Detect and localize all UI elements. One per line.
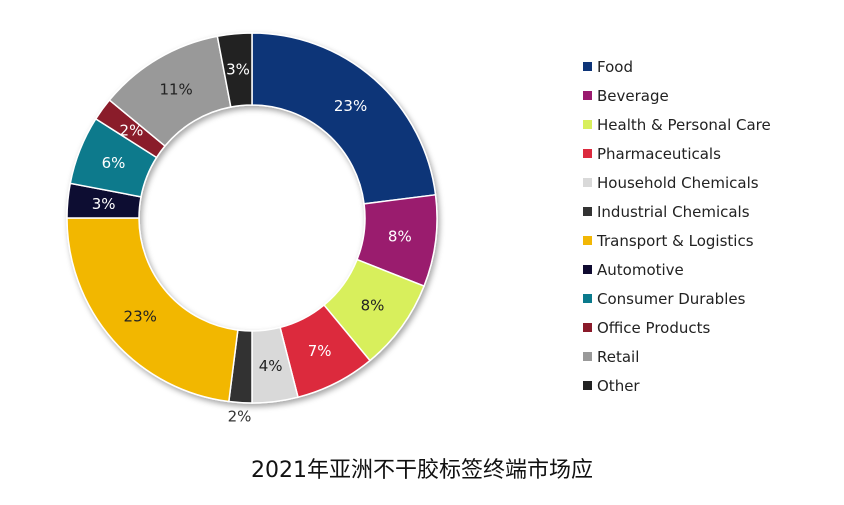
legend-swatch bbox=[583, 207, 592, 216]
legend-item-household-chemicals: Household Chemicals bbox=[583, 168, 771, 197]
legend: Food Beverage Health & Personal Care Pharma… bbox=[583, 52, 771, 400]
slice-food bbox=[251, 32, 437, 205]
legend-label: Pharmaceuticals bbox=[597, 144, 721, 163]
data-label-other: 3% bbox=[226, 61, 250, 79]
legend-swatch bbox=[583, 294, 592, 303]
legend-label: Office Products bbox=[597, 318, 711, 337]
legend-swatch bbox=[583, 178, 592, 187]
data-label-transport-and-logistics: 23% bbox=[124, 308, 157, 326]
slice-transport-and-logistics bbox=[66, 217, 239, 403]
legend-item-health-and-personal-care: Health & Personal Care bbox=[583, 110, 771, 139]
legend-item-automotive: Automotive bbox=[583, 255, 771, 284]
legend-swatch bbox=[583, 62, 592, 71]
data-label-office-products: 2% bbox=[120, 121, 144, 139]
legend-swatch bbox=[583, 352, 592, 361]
data-label-food: 23% bbox=[334, 97, 367, 115]
legend-label: Retail bbox=[597, 347, 640, 366]
legend-swatch bbox=[583, 265, 592, 274]
data-label-beverage: 8% bbox=[388, 228, 412, 246]
donut-ring bbox=[66, 32, 438, 404]
legend-item-industrial-chemicals: Industrial Chemicals bbox=[583, 197, 771, 226]
chart-title: 2021年亚洲不干胶标签终端市场应 bbox=[251, 458, 593, 483]
legend-swatch bbox=[583, 236, 592, 245]
legend-label: Automotive bbox=[597, 260, 684, 279]
legend-item-transport-and-logistics: Transport & Logistics bbox=[583, 226, 771, 255]
legend-label: Household Chemicals bbox=[597, 173, 759, 192]
data-label-retail: 11% bbox=[159, 81, 192, 99]
legend-label: Transport & Logistics bbox=[597, 231, 754, 250]
legend-label: Consumer Durables bbox=[597, 289, 746, 308]
data-label-industrial-chemicals: 2% bbox=[228, 408, 252, 426]
slice-other bbox=[216, 32, 253, 108]
legend-swatch bbox=[583, 120, 592, 129]
legend-swatch bbox=[583, 91, 592, 100]
legend-item-beverage: Beverage bbox=[583, 81, 771, 110]
legend-label: Beverage bbox=[597, 86, 669, 105]
legend-item-food: Food bbox=[583, 52, 771, 81]
data-label-household-chemicals: 4% bbox=[259, 357, 283, 375]
legend-label: Food bbox=[597, 57, 633, 76]
legend-item-office-products: Office Products bbox=[583, 313, 771, 342]
data-label-health-and-personal-care: 8% bbox=[361, 297, 385, 315]
legend-label: Health & Personal Care bbox=[597, 115, 771, 134]
legend-label: Industrial Chemicals bbox=[597, 202, 750, 221]
legend-swatch bbox=[583, 323, 592, 332]
legend-item-other: Other bbox=[583, 371, 771, 400]
legend-item-consumer-durables: Consumer Durables bbox=[583, 284, 771, 313]
legend-label: Other bbox=[597, 376, 640, 395]
legend-swatch bbox=[583, 149, 592, 158]
legend-item-pharmaceuticals: Pharmaceuticals bbox=[583, 139, 771, 168]
legend-item-retail: Retail bbox=[583, 342, 771, 371]
data-label-consumer-durables: 6% bbox=[102, 154, 126, 172]
data-label-automotive: 3% bbox=[92, 195, 116, 213]
legend-swatch bbox=[583, 381, 592, 390]
data-label-pharmaceuticals: 7% bbox=[308, 342, 332, 360]
